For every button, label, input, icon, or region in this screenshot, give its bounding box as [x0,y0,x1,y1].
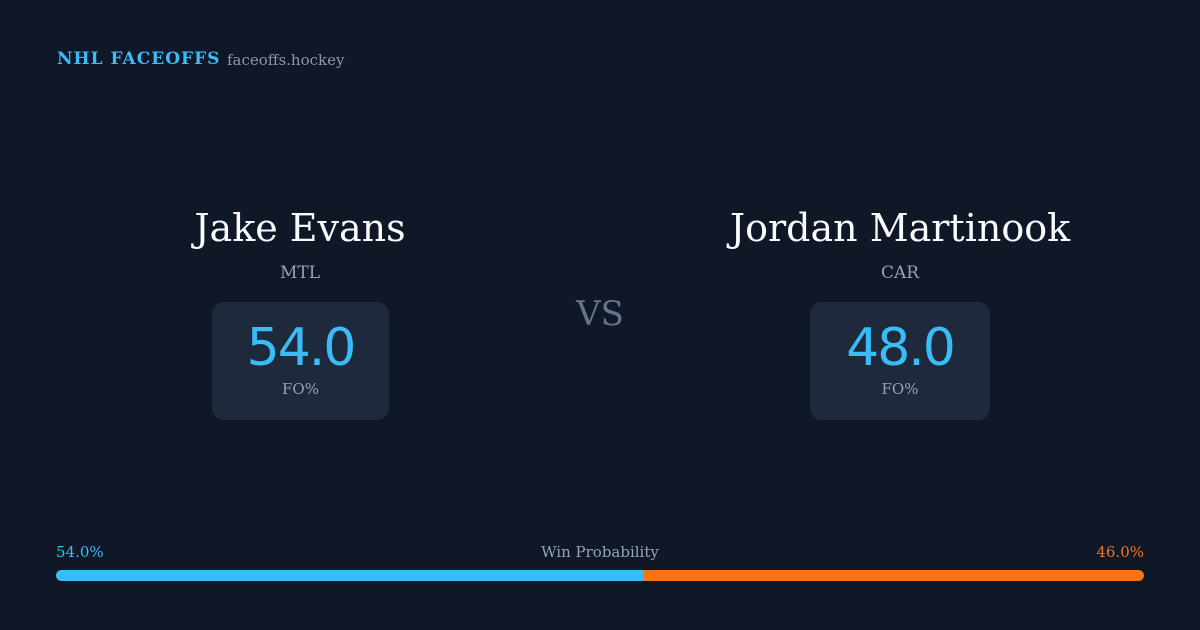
brand-title: NHL FACEOFFS [57,49,221,69]
player-team: MTL [279,263,321,283]
site-url: faceoffs.hockey [227,51,345,69]
probability-bar [56,570,1144,581]
left-probability: 54.0% [56,543,104,561]
player-name: Jordan Martinook [729,206,1071,250]
stat-label: FO% [881,380,919,398]
right-probability: 46.0% [1096,543,1144,561]
left-segment [56,570,644,581]
stat-label: FO% [282,380,319,398]
stat-box: 54.0 FO% [212,302,389,420]
versus: VS [576,294,624,334]
player-team: CAR [880,263,920,283]
stat-value: 48.0 [846,318,956,378]
right-segment [643,570,1144,581]
player-name: Jake Evans [194,206,406,250]
probability-title: Win Probability [541,543,659,561]
stat-value: 54.0 [246,318,357,378]
stat-box: 48.0 FO% [810,302,990,420]
